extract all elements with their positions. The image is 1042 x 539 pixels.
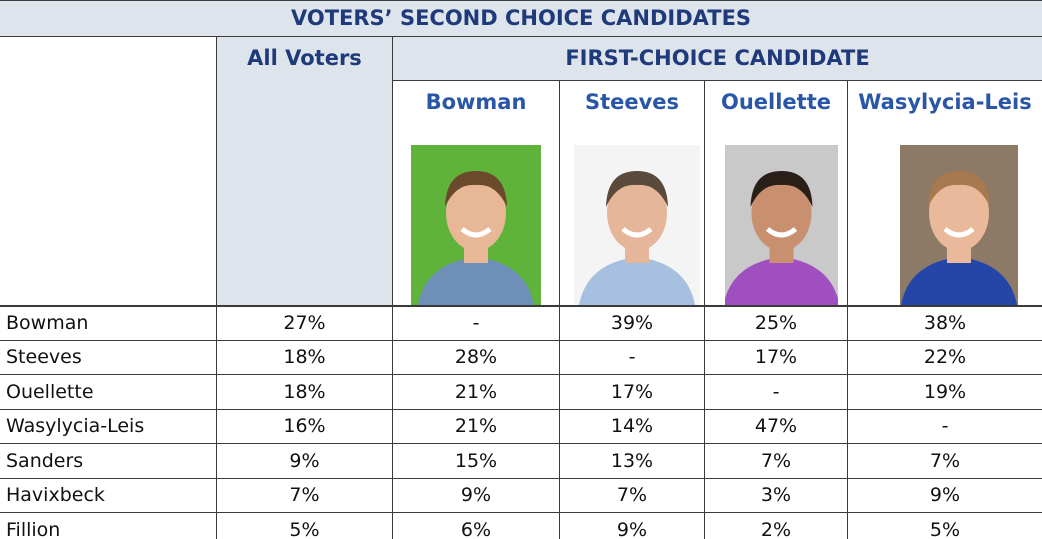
data-cell: - <box>559 340 705 376</box>
row-label: Fillion <box>0 512 217 539</box>
data-cell: 19% <box>847 374 1042 410</box>
data-cell: 15% <box>392 443 560 479</box>
data-cell: 9% <box>216 443 393 479</box>
data-cell: 21% <box>392 374 560 410</box>
data-cell: 5% <box>216 512 393 539</box>
data-cell: 38% <box>847 305 1042 341</box>
data-cell: 9% <box>847 478 1042 514</box>
data-cell: 18% <box>216 340 393 376</box>
data-cell: 7% <box>704 443 848 479</box>
data-cell: 6% <box>392 512 560 539</box>
data-cell: 28% <box>392 340 560 376</box>
data-cell: - <box>847 409 1042 445</box>
data-cell: 22% <box>847 340 1042 376</box>
data-cell: 17% <box>704 340 848 376</box>
blank-corner <box>0 36 217 307</box>
row-label: Steeves <box>0 340 217 376</box>
data-cell: 21% <box>392 409 560 445</box>
data-cell: 39% <box>559 305 705 341</box>
table: VOTERS’ SECOND CHOICE CANDIDATESAll Vote… <box>0 0 1042 539</box>
data-cell: 18% <box>216 374 393 410</box>
data-cell: 47% <box>704 409 848 445</box>
first-choice-header: FIRST-CHOICE CANDIDATE <box>392 36 1042 81</box>
row-label: Havixbeck <box>0 478 217 514</box>
data-cell: 2% <box>704 512 848 539</box>
data-cell: 3% <box>704 478 848 514</box>
data-cell: - <box>392 305 560 341</box>
row-label: Bowman <box>0 305 217 341</box>
candidate-photo <box>900 145 1018 305</box>
data-cell: 7% <box>216 478 393 514</box>
row-label: Sanders <box>0 443 217 479</box>
data-cell: 13% <box>559 443 705 479</box>
data-cell: 7% <box>847 443 1042 479</box>
data-cell: 27% <box>216 305 393 341</box>
candidate-photo <box>725 145 838 305</box>
all-voters-header: All Voters <box>216 36 393 307</box>
data-cell: 9% <box>559 512 705 539</box>
data-cell: 17% <box>559 374 705 410</box>
row-label: Wasylycia-Leis <box>0 409 217 445</box>
candidate-photo <box>411 145 541 305</box>
title: VOTERS’ SECOND CHOICE CANDIDATES <box>0 0 1042 37</box>
data-cell: 16% <box>216 409 393 445</box>
candidate-photo <box>574 145 700 305</box>
data-cell: 5% <box>847 512 1042 539</box>
data-cell: - <box>704 374 848 410</box>
data-cell: 7% <box>559 478 705 514</box>
data-cell: 14% <box>559 409 705 445</box>
data-cell: 25% <box>704 305 848 341</box>
data-cell: 9% <box>392 478 560 514</box>
row-label: Ouellette <box>0 374 217 410</box>
